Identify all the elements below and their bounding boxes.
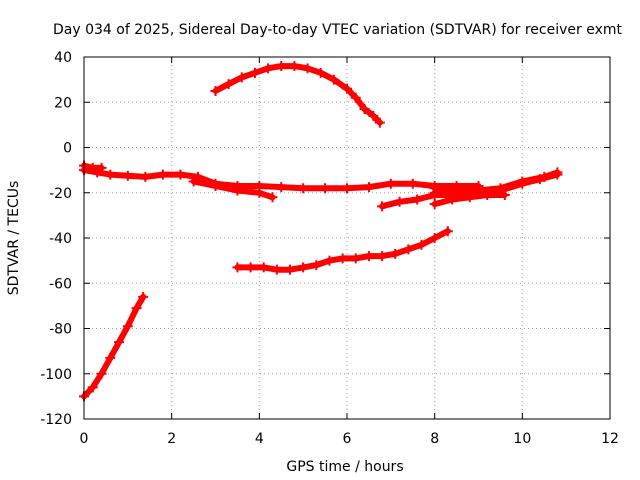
data-point-marker (377, 201, 388, 212)
data-point-marker (377, 251, 388, 262)
y-tick-label: 40 (54, 50, 72, 66)
data-point-marker (298, 183, 309, 194)
data-point-marker (342, 183, 352, 194)
data-point-marker (263, 63, 274, 74)
data-point-marker (385, 178, 396, 189)
x-tick-label: 12 (601, 431, 619, 447)
y-tick-label: -100 (40, 367, 72, 383)
data-point-marker (289, 61, 300, 72)
data-point-marker (324, 255, 335, 266)
data-point-marker (285, 264, 296, 275)
data-point-marker (302, 63, 313, 74)
data-point-marker (482, 190, 493, 201)
x-tick-label: 6 (343, 431, 352, 447)
x-tick-label: 2 (167, 431, 176, 447)
data-point-marker (429, 190, 440, 201)
data-point-marker (429, 233, 440, 243)
data-point-marker (447, 194, 458, 205)
y-tick-label: -60 (49, 276, 72, 292)
data-point-marker (254, 187, 265, 198)
data-point-marker (517, 176, 528, 187)
y-tick-label: 20 (54, 95, 72, 111)
x-tick-label: 4 (255, 431, 264, 447)
data-point-marker (105, 169, 116, 180)
y-tick-label: -20 (49, 186, 72, 202)
data-point-marker (87, 162, 98, 173)
data-point-marker (552, 167, 563, 178)
data-point-marker (210, 180, 221, 191)
data-point-marker (175, 169, 186, 180)
data-point-marker (416, 239, 427, 250)
x-tick-label: 0 (80, 431, 89, 447)
series-track-short-low-2 (429, 190, 510, 210)
data-point-marker (464, 192, 475, 203)
data-point-marker (271, 264, 282, 275)
series-track-arc-top (210, 61, 385, 128)
data-point-marker (96, 162, 107, 173)
data-point-marker (267, 192, 278, 203)
data-series (79, 61, 563, 402)
data-point-marker (359, 104, 370, 115)
data-point-marker (442, 226, 453, 237)
y-tick-label: -40 (49, 231, 72, 247)
series-track-mid-low (188, 176, 278, 203)
data-point-marker (429, 199, 440, 210)
x-tick-label: 10 (513, 431, 531, 447)
data-point-marker (245, 262, 256, 273)
y-tick-label: -80 (49, 322, 72, 338)
data-point-marker (236, 72, 247, 83)
data-point-marker (122, 170, 133, 181)
data-point-marker (276, 61, 287, 72)
x-tick-label: 8 (430, 431, 439, 447)
data-point-marker (157, 169, 168, 180)
chart-title: Day 034 of 2025, Sidereal Day-to-day VTE… (53, 22, 623, 38)
data-point-marker (298, 262, 309, 273)
data-point-marker (140, 171, 151, 182)
data-point-marker (223, 79, 234, 90)
data-point-marker (390, 248, 401, 259)
data-point-marker (249, 67, 260, 78)
series-track-lower-rise (232, 226, 453, 275)
data-point-marker (87, 382, 98, 393)
data-point-marker (328, 74, 339, 85)
data-point-marker (403, 244, 414, 255)
data-point-marker (499, 190, 510, 201)
data-point-marker (350, 253, 361, 264)
data-point-marker (342, 83, 352, 94)
data-point-marker (258, 262, 269, 273)
data-point-marker (320, 183, 331, 194)
data-point-marker (407, 178, 418, 189)
data-point-marker (131, 303, 142, 314)
data-point-marker (374, 117, 385, 128)
data-point-marker (105, 352, 116, 363)
y-tick-label: -120 (40, 412, 72, 428)
data-point-marker (368, 110, 379, 121)
data-point-marker (363, 182, 374, 193)
series-track-rising-steep (79, 291, 149, 402)
data-point-marker (122, 321, 133, 332)
data-point-marker (539, 171, 550, 182)
data-point-marker (138, 291, 149, 302)
data-point-marker (350, 92, 361, 103)
data-point-marker (311, 260, 322, 271)
series-line (81, 293, 147, 400)
x-axis-label: GPS time / hours (286, 459, 403, 475)
data-point-marker (394, 196, 405, 207)
data-point-marker (232, 262, 243, 273)
data-point-marker (315, 67, 326, 78)
y-tick-label: 0 (63, 141, 72, 157)
data-point-marker (232, 185, 243, 196)
data-point-marker (337, 253, 348, 264)
data-point-marker (210, 85, 221, 96)
data-point-marker (412, 194, 423, 205)
y-axis-label: SDTVAR / TECUs (6, 181, 22, 296)
data-point-marker (114, 337, 125, 348)
data-point-marker (363, 251, 374, 262)
data-point-marker (96, 368, 107, 379)
data-point-marker (188, 176, 199, 187)
axis-ticks: 0 2 4 6 8 10 12 -120 -100 -80 -60 -40 -20 0 20 40 (40, 50, 619, 447)
data-point-marker (276, 182, 287, 193)
